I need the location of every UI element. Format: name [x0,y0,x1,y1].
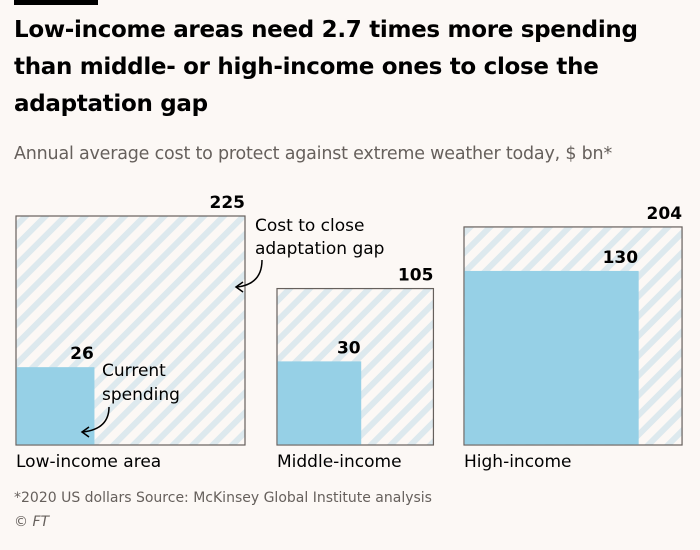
annotation-current-line2: spending [102,385,180,405]
current-value-label: 130 [603,248,639,268]
current-value-label: 30 [337,338,361,358]
current-square [277,361,362,445]
annotation-current-arrowhead [80,426,90,438]
current-square [464,270,639,445]
category-label: High-income [464,452,571,472]
chart-title: Low-income areas need 2.7 times more spe… [14,17,638,117]
category-label: Middle-income [277,452,402,472]
category-label: Low-income area [16,452,161,472]
annotation-current-arrow [82,406,110,433]
footnote: *2020 US dollars Source: McKinsey Global… [14,490,432,506]
annotation-gap-line2: adaptation gap [255,239,384,259]
total-value-label: 225 [210,193,246,213]
annotation-gap-line1: Cost to close [255,216,364,236]
total-value-label: 204 [647,204,683,224]
annotation-current-line1: Current [102,361,166,381]
ft-brand-bar [14,0,98,5]
annotation-gap-arrowhead [234,281,244,293]
annotation-gap-arrow [236,259,263,288]
credit: © FT [14,514,50,530]
chart-subtitle: Annual average cost to protect against e… [14,144,612,164]
current-value-label: 26 [70,344,94,364]
total-value-label: 105 [398,266,434,286]
